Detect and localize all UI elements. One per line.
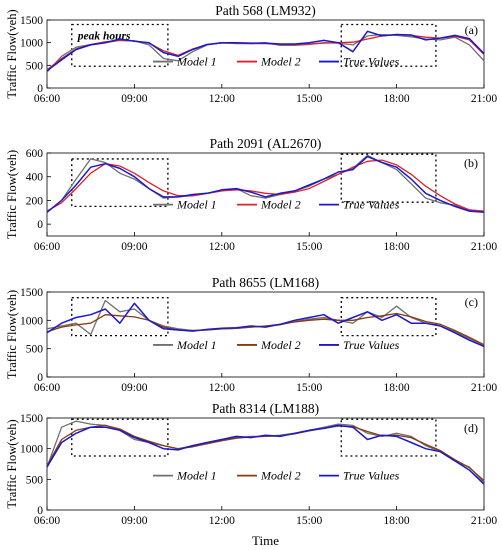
- x-tick-label: 15:00: [296, 382, 322, 394]
- panel-tag: (d): [464, 421, 478, 435]
- y-axis-label: Traffic Flow(veh): [5, 9, 19, 98]
- panel-title: Path 8655 (LM168): [212, 275, 319, 290]
- panel-title: Path 8314 (LM188): [212, 401, 319, 416]
- y-tick-label: 1500: [20, 287, 43, 299]
- x-tick-label: 12:00: [209, 382, 235, 394]
- y-tick-label: 0: [37, 219, 43, 231]
- x-tick-label: 12:00: [209, 515, 235, 527]
- panel-title: Path 2091 (AL2670): [210, 136, 322, 151]
- x-tick-label: 18:00: [383, 515, 409, 527]
- plot-frame: [46, 291, 485, 378]
- legend-label: Model 1: [176, 55, 217, 69]
- panel-c: Path 8655 (LM168) 0 500 1000 1500 06:00 09:00 1…: [5, 275, 497, 394]
- panel-d: Path 8314 (LM188) 0 500 1000 1500 06:00 09:00 1…: [5, 401, 497, 527]
- peak-hours-box: [71, 23, 169, 67]
- x-tick-label: 06:00: [34, 93, 60, 105]
- y-tick-label: 1000: [20, 444, 43, 456]
- plot-frame: [46, 417, 485, 511]
- series-line-true-values: [46, 302, 485, 348]
- panel-tag: (b): [464, 156, 478, 170]
- x-tick-label: 18:00: [383, 241, 409, 253]
- y-tick-label: 0: [37, 372, 43, 384]
- series-line-model-2: [46, 312, 485, 346]
- x-tick-label: 21:00: [471, 515, 497, 527]
- panel-a: Path 568 (LM932) 0 500 1000 1500 06:00 09:00 12…: [5, 3, 497, 105]
- y-axis-label: Traffic Flow(veh): [5, 150, 19, 239]
- peak-hours-box: [340, 153, 437, 203]
- y-tick-label: 500: [26, 344, 44, 356]
- x-tick-label: 09:00: [121, 515, 147, 527]
- peak-hours-box: [340, 418, 437, 457]
- panel-b: Path 2091 (AL2670) 0 200 400 600 06:00 09:00 12…: [5, 136, 497, 253]
- x-tick-label: 15:00: [296, 241, 322, 253]
- x-tick-label: 15:00: [296, 515, 322, 527]
- legend-label: Model 1: [176, 198, 217, 212]
- legend-label: Model 1: [176, 469, 217, 483]
- x-tick-label: 09:00: [121, 93, 147, 105]
- y-tick-label: 600: [26, 148, 44, 160]
- series-line-true-values: [46, 155, 485, 214]
- x-axis-label: Time: [252, 533, 279, 548]
- series-line-model-2: [46, 424, 485, 482]
- y-tick-label: 200: [26, 195, 44, 207]
- panel-title: Path 568 (LM932): [215, 3, 316, 18]
- legend-label: Model 2: [260, 198, 301, 212]
- legend-label: True Values: [343, 198, 400, 212]
- x-tick-label: 09:00: [121, 382, 147, 394]
- x-tick-label: 12:00: [209, 241, 235, 253]
- legend-label: Model 2: [260, 469, 301, 483]
- peak-hours-box: [340, 297, 437, 337]
- x-tick-label: 21:00: [471, 241, 497, 253]
- x-tick-label: 06:00: [34, 515, 60, 527]
- x-tick-label: 12:00: [209, 93, 235, 105]
- legend-label: Model 2: [260, 338, 301, 352]
- series-line-model-2: [46, 159, 485, 212]
- legend-label: True Values: [343, 338, 400, 352]
- x-tick-label: 18:00: [383, 93, 409, 105]
- series-line-true-values: [46, 30, 485, 72]
- series-line-true-values: [46, 424, 485, 485]
- y-tick-label: 1000: [20, 315, 43, 327]
- series-line-model-1: [46, 154, 485, 213]
- y-tick-label: 500: [26, 474, 44, 486]
- peak-hours-box: [71, 418, 169, 457]
- x-tick-label: 21:00: [471, 382, 497, 394]
- y-tick-label: 0: [37, 83, 43, 95]
- panel-tag: (c): [465, 295, 478, 309]
- y-tick-label: 1500: [20, 15, 43, 27]
- y-tick-label: 1500: [20, 413, 43, 425]
- y-axis-label: Traffic Flow(veh): [5, 290, 19, 379]
- panel-tag: (a): [465, 23, 478, 37]
- plot-frame: [46, 152, 485, 237]
- legend-label: Model 2: [260, 55, 301, 69]
- y-tick-label: 400: [26, 172, 44, 184]
- y-tick-label: 500: [26, 60, 44, 72]
- y-tick-label: 0: [37, 505, 43, 517]
- x-tick-label: 21:00: [471, 93, 497, 105]
- x-tick-label: 06:00: [34, 241, 60, 253]
- peak-hours-box: [71, 158, 169, 208]
- legend-label: True Values: [343, 469, 400, 483]
- x-tick-label: 15:00: [296, 93, 322, 105]
- peak-hours-box: [71, 297, 169, 337]
- y-tick-label: 1000: [20, 38, 43, 50]
- legend-label: True Values: [343, 55, 400, 69]
- x-tick-label: 06:00: [34, 382, 60, 394]
- x-tick-label: 09:00: [121, 241, 147, 253]
- y-axis-label: Traffic Flow(veh): [5, 419, 19, 508]
- legend-label: Model 1: [176, 338, 217, 352]
- x-tick-label: 18:00: [383, 382, 409, 394]
